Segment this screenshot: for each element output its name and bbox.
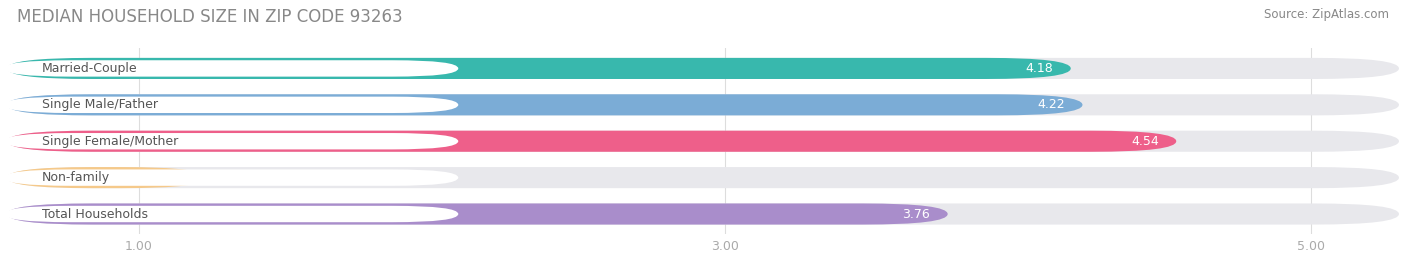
Text: 4.54: 4.54 xyxy=(1130,135,1159,148)
FancyBboxPatch shape xyxy=(4,133,458,149)
Text: Married-Couple: Married-Couple xyxy=(42,62,138,75)
Text: Non-family: Non-family xyxy=(42,171,110,184)
FancyBboxPatch shape xyxy=(7,203,1399,225)
Text: 1.23: 1.23 xyxy=(162,171,188,184)
FancyBboxPatch shape xyxy=(7,203,948,225)
Text: MEDIAN HOUSEHOLD SIZE IN ZIP CODE 93263: MEDIAN HOUSEHOLD SIZE IN ZIP CODE 93263 xyxy=(17,8,402,26)
FancyBboxPatch shape xyxy=(7,167,1399,188)
Text: Source: ZipAtlas.com: Source: ZipAtlas.com xyxy=(1264,8,1389,21)
Text: 4.18: 4.18 xyxy=(1025,62,1053,75)
FancyBboxPatch shape xyxy=(7,94,1083,115)
FancyBboxPatch shape xyxy=(7,131,1177,152)
Text: Total Households: Total Households xyxy=(42,207,148,221)
FancyBboxPatch shape xyxy=(7,58,1071,79)
Text: 4.22: 4.22 xyxy=(1038,98,1064,111)
FancyBboxPatch shape xyxy=(4,97,458,113)
FancyBboxPatch shape xyxy=(7,58,1399,79)
FancyBboxPatch shape xyxy=(7,167,207,188)
FancyBboxPatch shape xyxy=(4,169,458,186)
Text: 3.76: 3.76 xyxy=(903,207,931,221)
FancyBboxPatch shape xyxy=(4,60,458,77)
FancyBboxPatch shape xyxy=(7,94,1399,115)
FancyBboxPatch shape xyxy=(7,131,1399,152)
FancyBboxPatch shape xyxy=(4,206,458,222)
Text: Single Male/Father: Single Male/Father xyxy=(42,98,159,111)
Text: Single Female/Mother: Single Female/Mother xyxy=(42,135,179,148)
